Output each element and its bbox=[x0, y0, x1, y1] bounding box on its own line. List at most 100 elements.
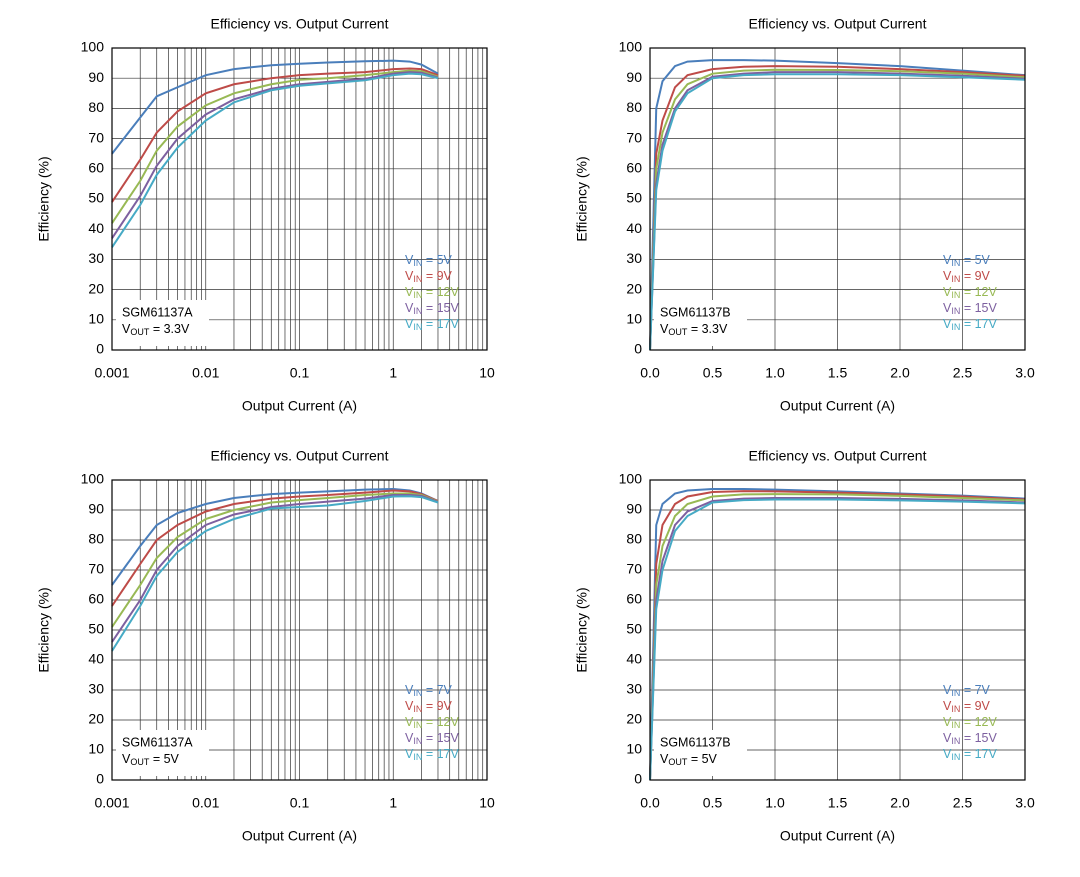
y-tick-label: 60 bbox=[88, 591, 104, 607]
chart-title: Efficiency vs. Output Current bbox=[749, 16, 927, 32]
x-tick-label: 2.0 bbox=[890, 795, 910, 811]
annotation: SGM61137B bbox=[660, 735, 731, 749]
legend-entry: VIN = 12V bbox=[943, 715, 997, 730]
legend-entry: VIN = 15V bbox=[405, 731, 459, 746]
series-line bbox=[649, 73, 1026, 351]
x-axis-label: Output Current (A) bbox=[242, 398, 357, 414]
x-tick-label: 0.1 bbox=[290, 365, 310, 381]
y-axis-label: Efficiency (%) bbox=[36, 156, 52, 241]
y-tick-label: 70 bbox=[88, 129, 104, 145]
series-line bbox=[649, 497, 1026, 781]
x-tick-label: 10 bbox=[479, 795, 495, 811]
x-tick-label: 1.0 bbox=[765, 795, 785, 811]
y-tick-label: 50 bbox=[88, 190, 104, 206]
y-tick-label: 70 bbox=[88, 561, 104, 577]
y-tick-label: 20 bbox=[626, 711, 642, 727]
y-tick-label: 30 bbox=[88, 681, 104, 697]
y-tick-label: 0 bbox=[96, 341, 104, 357]
annotation: SGM61137B bbox=[660, 305, 731, 319]
x-axis-label: Output Current (A) bbox=[780, 828, 895, 844]
annotation: VOUT = 3.3V bbox=[122, 322, 190, 337]
legend-entry: VIN = 9V bbox=[405, 699, 453, 714]
y-tick-label: 20 bbox=[88, 280, 104, 296]
annotation: VOUT = 3.3V bbox=[660, 322, 728, 337]
y-tick-label: 30 bbox=[88, 250, 104, 266]
chart-title: Efficiency vs. Output Current bbox=[211, 448, 389, 464]
y-tick-label: 40 bbox=[88, 220, 104, 236]
chart: Efficiency vs. Output Current Output Curr… bbox=[36, 16, 495, 414]
y-tick-label: 80 bbox=[626, 99, 642, 115]
y-tick-label: 90 bbox=[88, 501, 104, 517]
y-tick-label: 0 bbox=[96, 771, 104, 787]
series-line bbox=[649, 59, 1026, 351]
y-tick-label: 70 bbox=[626, 561, 642, 577]
legend-entry: VIN = 17V bbox=[405, 747, 459, 762]
y-tick-label: 10 bbox=[626, 311, 642, 327]
y-tick-label: 30 bbox=[626, 250, 642, 266]
y-tick-label: 10 bbox=[626, 741, 642, 757]
legend-entry: VIN = 7V bbox=[943, 683, 991, 698]
x-tick-label: 1 bbox=[389, 365, 397, 381]
y-tick-label: 40 bbox=[626, 651, 642, 667]
x-tick-label: 2.5 bbox=[953, 795, 973, 811]
series-line bbox=[111, 495, 439, 652]
series-line bbox=[111, 69, 439, 224]
chart: Efficiency vs. Output Current Output Curr… bbox=[574, 16, 1035, 414]
chart: Efficiency vs. Output Current Output Curr… bbox=[574, 448, 1035, 844]
x-tick-label: 0.001 bbox=[94, 795, 129, 811]
x-tick-label: 1.0 bbox=[765, 365, 785, 381]
annotation: SGM61137A bbox=[122, 735, 193, 749]
legend-entry: VIN = 15V bbox=[943, 731, 997, 746]
series-line bbox=[649, 68, 1026, 351]
series-line bbox=[111, 494, 439, 643]
y-tick-label: 20 bbox=[88, 711, 104, 727]
x-tick-label: 1.5 bbox=[828, 365, 848, 381]
y-tick-label: 20 bbox=[626, 280, 642, 296]
plot-frame bbox=[111, 479, 488, 781]
y-tick-label: 0 bbox=[634, 341, 642, 357]
y-tick-label: 60 bbox=[88, 160, 104, 176]
chart-title: Efficiency vs. Output Current bbox=[749, 448, 927, 464]
annotation-box bbox=[654, 300, 747, 346]
legend-entry: VIN = 9V bbox=[405, 269, 453, 284]
y-axis-label: Efficiency (%) bbox=[574, 156, 590, 241]
y-tick-label: 50 bbox=[626, 621, 642, 637]
y-tick-label: 10 bbox=[88, 741, 104, 757]
y-axis-label: Efficiency (%) bbox=[574, 587, 590, 672]
y-tick-label: 100 bbox=[81, 39, 105, 55]
annotation-box bbox=[116, 730, 209, 776]
x-tick-label: 0.0 bbox=[640, 795, 660, 811]
annotation: SGM61137A bbox=[122, 305, 193, 319]
x-tick-label: 0.001 bbox=[94, 365, 129, 381]
series-line bbox=[649, 493, 1026, 781]
x-tick-label: 1 bbox=[389, 795, 397, 811]
x-tick-label: 0.01 bbox=[192, 795, 219, 811]
annotation: VOUT = 5V bbox=[660, 752, 718, 767]
x-tick-label: 0.01 bbox=[192, 365, 219, 381]
legend-entry: VIN = 17V bbox=[943, 747, 997, 762]
y-tick-label: 10 bbox=[88, 311, 104, 327]
x-tick-label: 0.5 bbox=[703, 365, 723, 381]
y-tick-label: 100 bbox=[619, 39, 643, 55]
y-tick-label: 50 bbox=[626, 190, 642, 206]
y-tick-label: 60 bbox=[626, 591, 642, 607]
series-line bbox=[649, 65, 1026, 351]
x-axis-label: Output Current (A) bbox=[242, 828, 357, 844]
annotation-box bbox=[116, 300, 209, 346]
legend-entry: VIN = 5V bbox=[943, 253, 991, 268]
series-line bbox=[111, 71, 439, 239]
x-tick-label: 2.0 bbox=[890, 365, 910, 381]
x-tick-label: 10 bbox=[479, 365, 495, 381]
legend-entry: VIN = 12V bbox=[943, 285, 997, 300]
legend-entry: VIN = 15V bbox=[943, 301, 997, 316]
legend-entry: VIN = 12V bbox=[405, 285, 459, 300]
x-tick-label: 0.0 bbox=[640, 365, 660, 381]
y-tick-label: 90 bbox=[88, 69, 104, 85]
y-tick-label: 70 bbox=[626, 129, 642, 145]
legend-entry: VIN = 9V bbox=[943, 699, 991, 714]
y-tick-label: 40 bbox=[88, 651, 104, 667]
series-line bbox=[111, 72, 439, 248]
plot-frame bbox=[649, 47, 1026, 351]
x-tick-label: 2.5 bbox=[953, 365, 973, 381]
